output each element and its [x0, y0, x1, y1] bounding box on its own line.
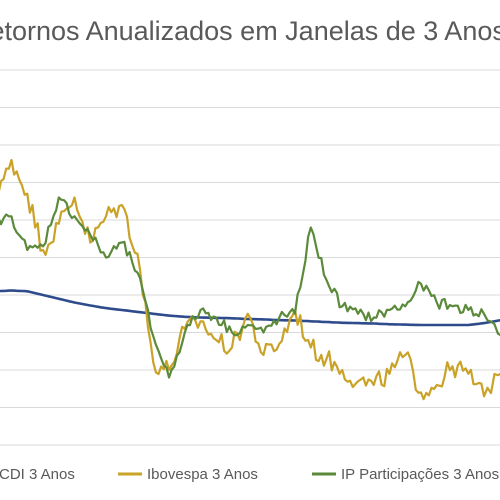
legend: CDI 3 Anos Ibovespa 3 Anos IP Participaçõe…	[0, 466, 499, 483]
series-lines	[0, 158, 500, 401]
chart-title-box: Retornos Anualizados em Janelas de 3 Ano…	[0, 12, 500, 52]
series-line-3	[0, 196, 500, 379]
legend-label-1: CDI 3 Anos	[0, 466, 75, 483]
legend-label-2: Ibovespa 3 Anos	[147, 466, 258, 483]
legend-label-3: IP Participações 3 Anos	[341, 466, 499, 483]
chart-title: Retornos Anualizados em Janelas de 3 Ano…	[0, 16, 500, 46]
gridlines	[0, 69, 500, 446]
series-line-2	[0, 158, 500, 401]
series-line-1	[0, 289, 500, 327]
